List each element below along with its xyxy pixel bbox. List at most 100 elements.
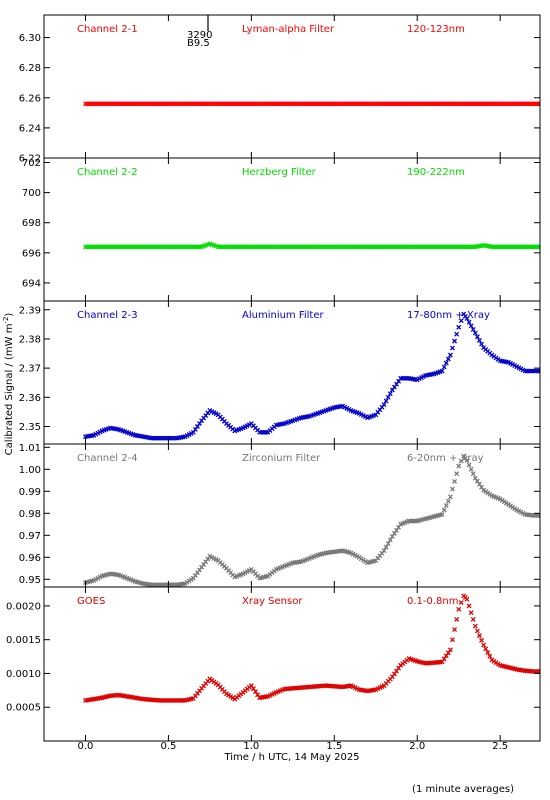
y-tick-label: 696 [22, 248, 41, 259]
x-axis-label: Time / h UTC, 14 May 2025 [223, 752, 359, 763]
data-point [458, 458, 464, 464]
panel-filter-label: Zirconium Filter [242, 453, 321, 464]
y-tick-label: 700 [22, 188, 41, 199]
data-point [537, 368, 540, 374]
data-point [381, 548, 387, 554]
series-marks [83, 101, 540, 107]
panel-channel-label: Channel 2-2 [77, 167, 138, 178]
data-point [452, 478, 458, 484]
x-tick-label: 0.5 [160, 741, 176, 752]
chart-panels: 6.22 6.24 6.26 6.28 6.30 Channel 2-1 Lyman-alp… [6, 14, 541, 752]
data-point [458, 600, 464, 605]
x-tick-label: 0.0 [78, 741, 94, 752]
panel-5: 0.0005 0.0010 0.0015 0.0020 GOES Xray Sensor 0… [6, 586, 541, 742]
y-tick-label: 694 [22, 278, 41, 289]
y-tick-label: 1.00 [19, 465, 41, 476]
y-tick-label: 6.28 [19, 63, 41, 74]
y-tick-label: 0.0010 [6, 669, 41, 680]
data-point [454, 471, 460, 477]
data-point [481, 642, 487, 648]
y-axis-label: Calibrated Signal / (mW m-2) [2, 313, 15, 456]
data-point [468, 466, 474, 472]
data-point [537, 244, 540, 250]
data-point [472, 623, 478, 629]
data-point [450, 345, 455, 351]
data-point [472, 475, 478, 481]
data-point [439, 511, 445, 517]
data-point [383, 398, 389, 404]
panel-1: 6.22 6.24 6.26 6.28 6.30 Channel 2-1 Lyman-alp… [19, 14, 541, 165]
y-tick-label: 1.01 [19, 443, 41, 454]
footnote: (1 minute averages) [412, 784, 514, 795]
data-point [391, 530, 397, 536]
panel-band-label: 190-222nm [407, 167, 465, 178]
data-point [255, 692, 261, 698]
series-marks [83, 593, 540, 703]
data-point [464, 596, 470, 602]
y-tick-label: 0.98 [19, 509, 41, 520]
data-point [464, 458, 470, 463]
y-axis-label-end: ) [4, 313, 15, 317]
data-point [466, 603, 472, 609]
y-axis-label-main: Calibrated Signal / (mW m [4, 324, 15, 456]
series-marks [83, 241, 540, 250]
data-point [383, 544, 389, 550]
x-tick-label: 1.0 [243, 741, 259, 752]
panel-4: 0.95 0.96 0.97 0.98 0.99 1.00 1.01 Channel 2-4 Z… [19, 443, 541, 588]
panel-3: 2.35 2.36 2.37 2.38 2.39 Channel 2-3 Aluminium… [19, 300, 541, 445]
data-point [537, 101, 540, 107]
data-point [381, 402, 387, 408]
data-point [253, 689, 258, 695]
data-point [445, 356, 451, 362]
x-tick-label: 2.0 [409, 741, 425, 752]
data-point [454, 331, 460, 337]
data-point [474, 628, 480, 634]
data-point [474, 478, 480, 484]
panel-filter-label: Xray Sensor [242, 596, 303, 607]
y-tick-label: 6.30 [19, 33, 41, 44]
y-tick-label: 0.0015 [6, 635, 41, 646]
data-point [470, 471, 476, 477]
panel-band-label: 17-80nm + Xray [407, 310, 490, 321]
data-point [387, 391, 393, 397]
event-marker-top-label: 3290 [187, 30, 212, 41]
y-axis-label-superscript: -2 [2, 317, 10, 324]
data-point [450, 486, 455, 492]
y-tick-label: 0.95 [19, 575, 41, 586]
data-point [476, 633, 482, 639]
data-point [439, 368, 445, 374]
data-point [443, 503, 449, 509]
data-point [464, 316, 470, 321]
series-marks [83, 311, 540, 441]
data-point [454, 616, 460, 622]
data-point [458, 318, 464, 324]
y-tick-label: 6.22 [19, 154, 41, 165]
y-tick-label: 2.38 [19, 334, 41, 345]
x-tick-label: 1.5 [326, 741, 342, 752]
panel-band-label: 0.1-0.8nm [407, 596, 459, 607]
panel-channel-label: Channel 2-3 [77, 310, 138, 321]
data-point [248, 683, 254, 689]
data-point [394, 527, 399, 533]
y-tick-label: 698 [22, 218, 41, 229]
data-point [468, 323, 474, 329]
data-point [472, 330, 478, 336]
data-point [466, 319, 472, 325]
data-point [479, 484, 484, 490]
y-tick-label: 0.0005 [6, 703, 41, 714]
data-point [387, 537, 393, 543]
data-point [250, 686, 256, 692]
data-point [441, 507, 447, 513]
data-point [441, 364, 447, 370]
data-point [456, 463, 462, 469]
data-point [468, 610, 474, 616]
panel-band-label: 120-123nm [407, 24, 465, 35]
panel-filter-label: Herzberg Filter [242, 167, 317, 178]
data-point [445, 650, 451, 656]
panel-filter-label: Lyman-alpha Filter [242, 24, 335, 35]
y-tick-label: 2.39 [19, 305, 41, 316]
data-point [537, 668, 540, 674]
panel-channel-label: Channel 2-4 [77, 453, 138, 464]
